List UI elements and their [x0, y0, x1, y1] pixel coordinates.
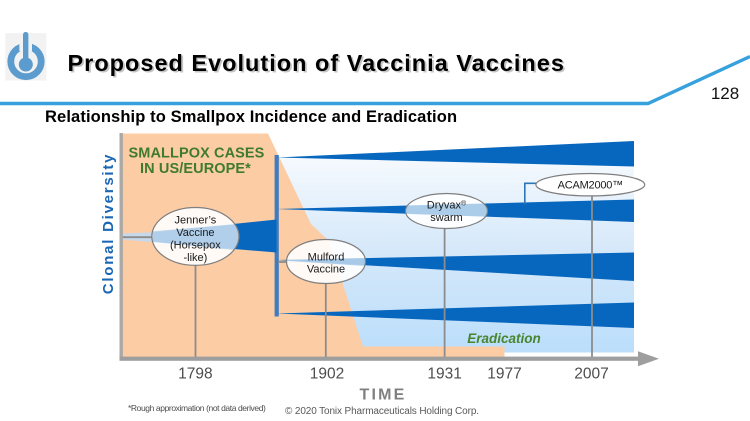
svg-text:Eradication: Eradication [467, 331, 541, 346]
svg-text:Proposed Evolution of Vaccinia: Proposed Evolution of Vaccinia Vaccines [69, 52, 566, 78]
svg-text:Vaccine: Vaccine [176, 227, 214, 239]
svg-text:IN US/EUROPE*: IN US/EUROPE* [140, 161, 251, 177]
svg-text:*Rough approximation (not data: *Rough approximation (not data derived) [128, 403, 266, 413]
svg-text:ACAM2000™: ACAM2000™ [558, 180, 623, 192]
svg-text:© 2020 Tonix Pharmaceuticals H: © 2020 Tonix Pharmaceuticals Holding Cor… [285, 406, 479, 417]
svg-text:swarm: swarm [430, 212, 462, 224]
svg-text:Vaccine: Vaccine [307, 264, 345, 276]
svg-text:Mulford: Mulford [308, 252, 345, 264]
svg-text:Relationship to Smallpox Incid: Relationship to Smallpox Incidence and E… [45, 108, 457, 126]
svg-text:Dryvax®: Dryvax® [427, 200, 467, 212]
svg-text:SMALLPOX CASES: SMALLPOX CASES [129, 146, 265, 162]
svg-text:128: 128 [711, 84, 739, 103]
svg-text:2007: 2007 [574, 366, 608, 383]
svg-text:Clonal Diversity: Clonal Diversity [100, 153, 117, 294]
svg-text:Jenner’s: Jenner’s [175, 215, 217, 227]
svg-text:(Horsepox: (Horsepox [170, 240, 221, 252]
svg-text:-like): -like) [183, 252, 207, 264]
svg-text:1931: 1931 [427, 366, 461, 383]
svg-text:1977: 1977 [487, 366, 521, 383]
svg-text:1798: 1798 [178, 366, 212, 383]
svg-text:TIME: TIME [359, 387, 406, 404]
svg-text:Proposed Evolution of Vaccinia: Proposed Evolution of Vaccinia Vaccines [68, 50, 565, 76]
svg-text:1902: 1902 [310, 366, 344, 383]
